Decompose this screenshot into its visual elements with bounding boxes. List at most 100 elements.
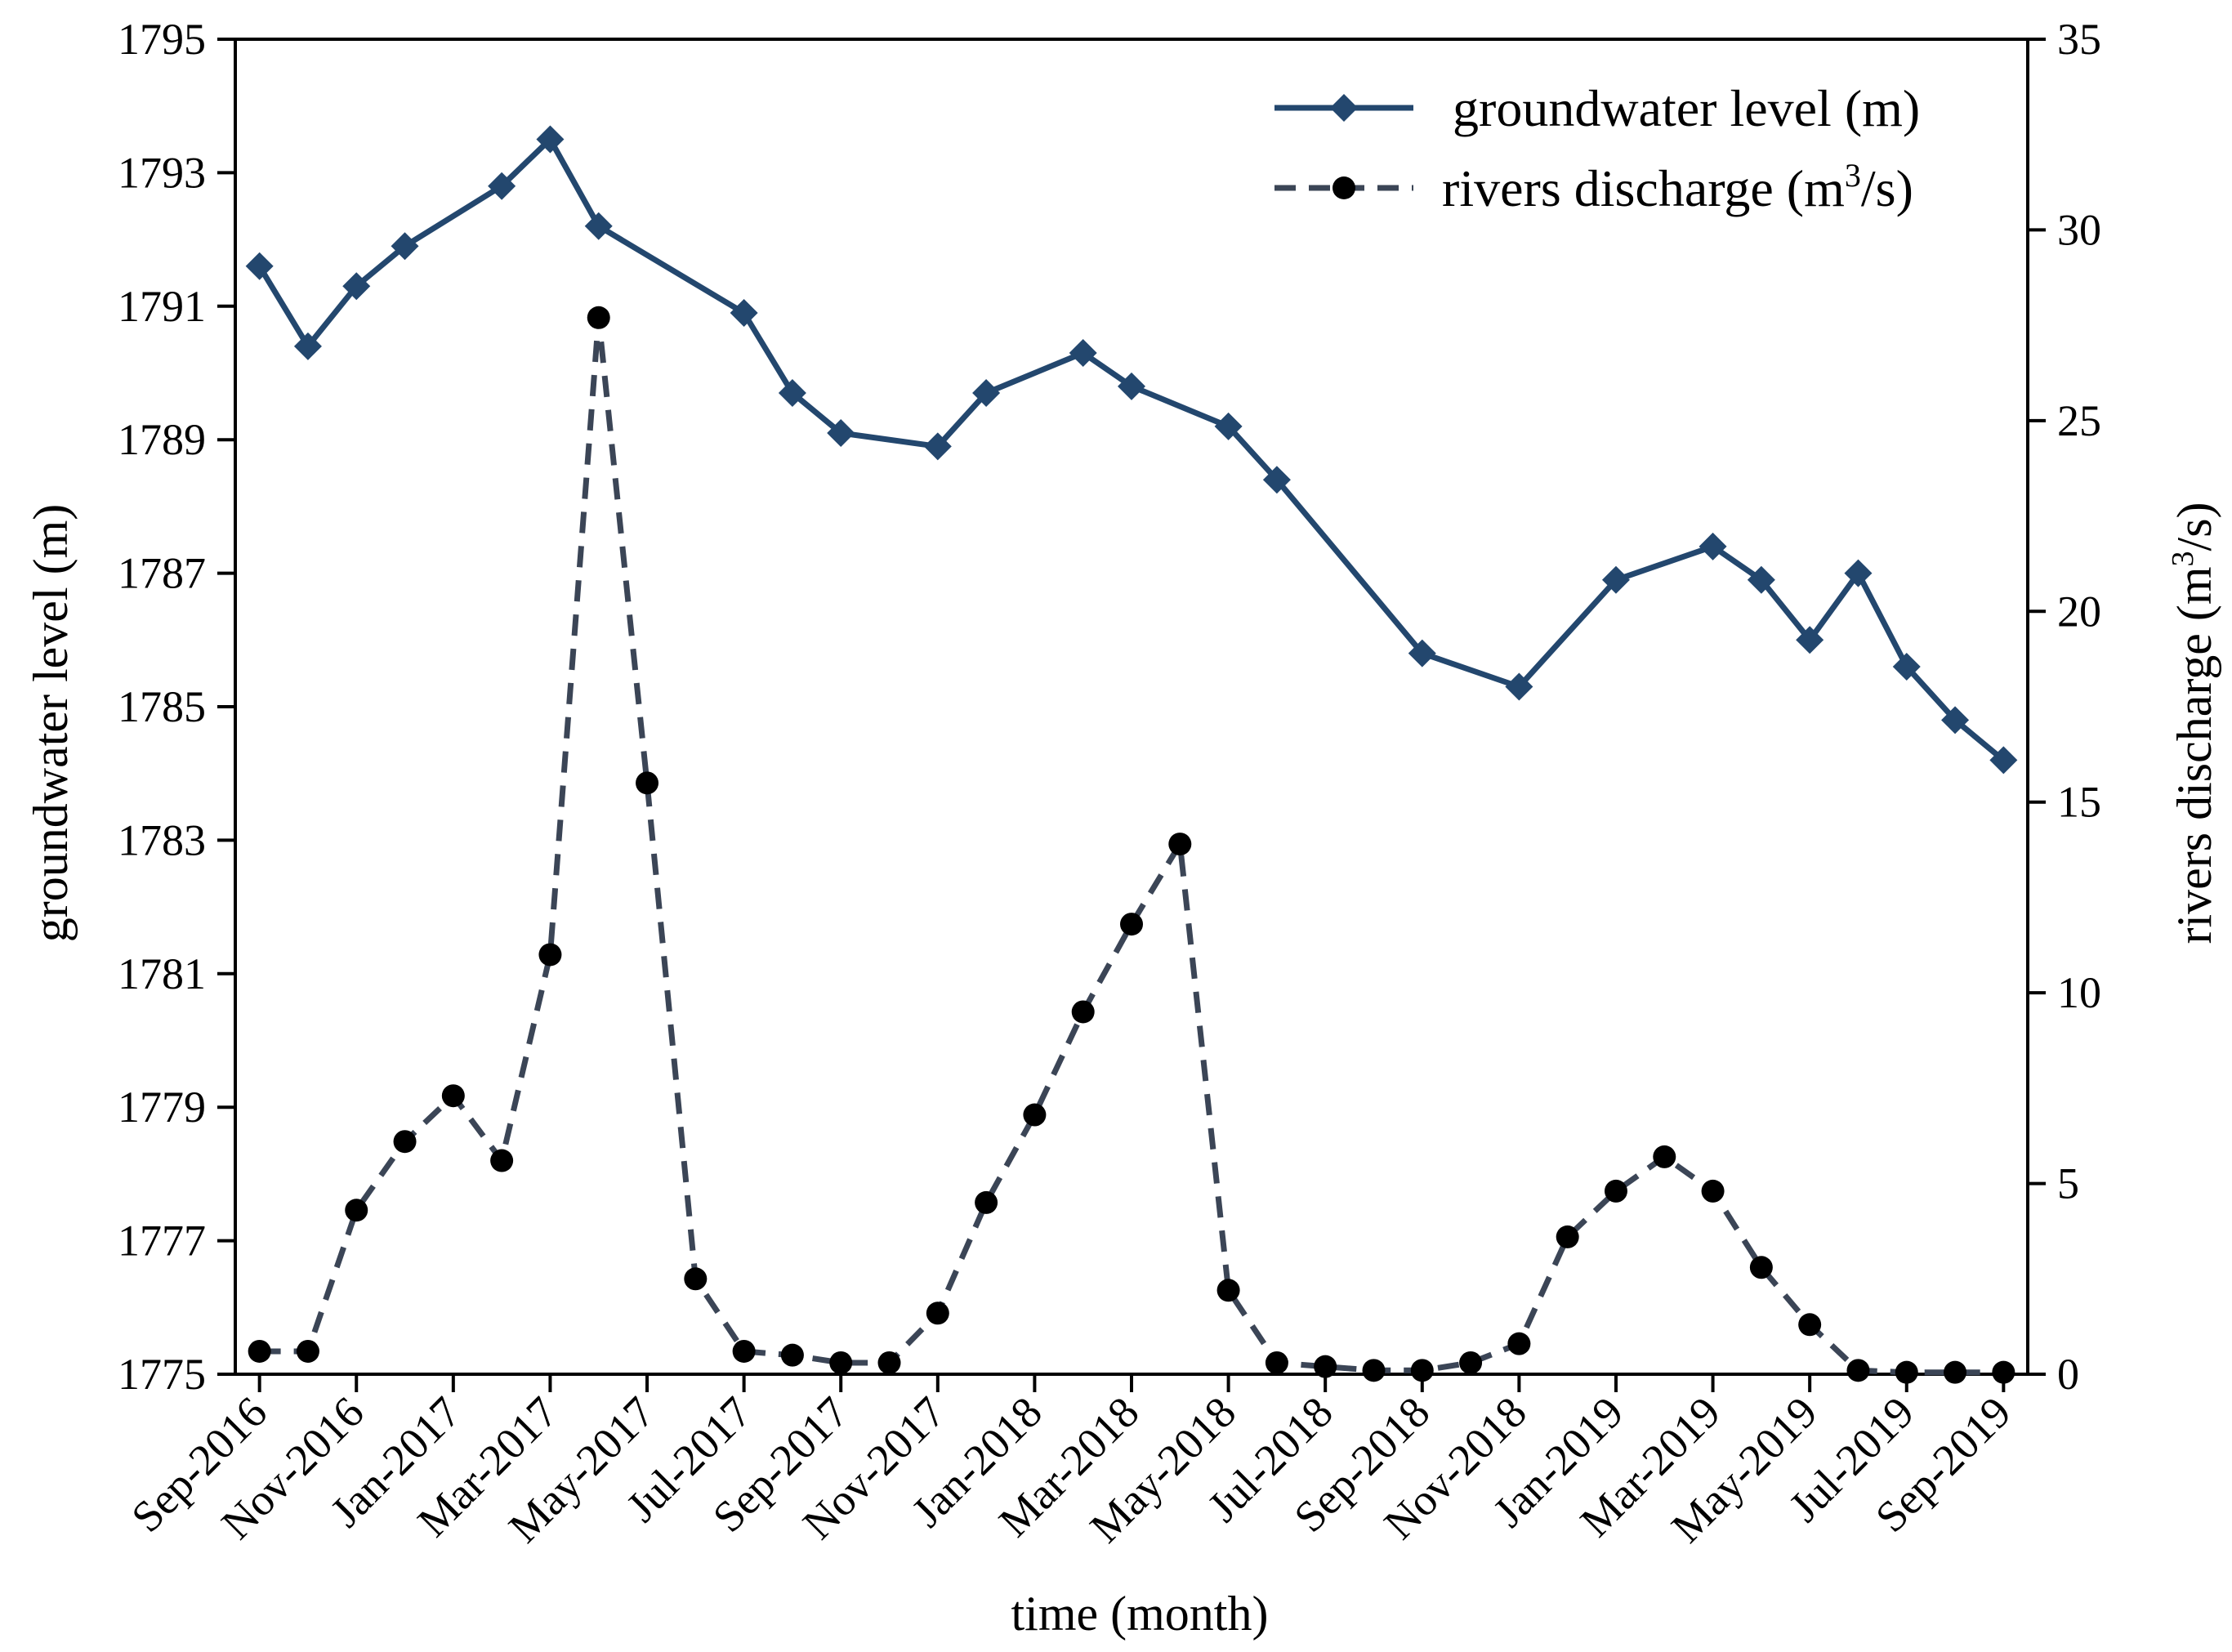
series-line-rivers-discharge [259, 315, 2004, 1376]
data-point-groundwater-level [1069, 338, 1097, 367]
data-point-groundwater-level [1892, 652, 1921, 681]
data-point-groundwater-level [1118, 372, 1145, 400]
left-y-tick-label: 1783 [118, 815, 206, 864]
plot-frame [234, 38, 2029, 1376]
left-y-tick-label: 1787 [118, 549, 206, 598]
data-point-rivers-discharge [1216, 1279, 1240, 1302]
data-point-rivers-discharge [1604, 1179, 1627, 1203]
data-point-groundwater-level [293, 332, 322, 360]
left-y-tick-label: 1779 [118, 1083, 206, 1132]
data-point-groundwater-level [1505, 672, 1533, 701]
data-point-rivers-discharge [1507, 1332, 1531, 1355]
data-point-rivers-discharge [1265, 1351, 1288, 1374]
data-point-rivers-discharge [1749, 1256, 1773, 1279]
data-point-groundwater-level [1601, 565, 1630, 594]
data-point-rivers-discharge [975, 1190, 998, 1214]
x-axis-title: time (month) [1011, 1587, 1269, 1641]
data-point-groundwater-level [488, 172, 516, 200]
data-point-rivers-discharge [1120, 913, 1143, 936]
data-point-rivers-discharge [877, 1351, 901, 1374]
data-point-rivers-discharge [926, 1302, 949, 1325]
data-point-groundwater-level [536, 125, 565, 154]
data-point-groundwater-level [972, 379, 1001, 408]
data-point-rivers-discharge [1895, 1360, 1918, 1384]
legend-label-rivers-discharge-sup: 3 [1845, 157, 1861, 194]
data-point-groundwater-level [1262, 466, 1291, 494]
right-y-tick-label: 35 [2057, 15, 2101, 64]
data-point-groundwater-level [1989, 746, 2018, 775]
data-point-rivers-discharge [1023, 1103, 1047, 1127]
legend-label-groundwater-level: groundwater level (m) [1453, 79, 1920, 137]
left-y-tick-label: 1795 [118, 15, 206, 64]
data-point-groundwater-level [1941, 706, 1970, 734]
data-point-rivers-discharge [684, 1267, 708, 1291]
left-y-tick-label: 1781 [118, 949, 206, 998]
data-point-groundwater-level [245, 252, 274, 280]
data-point-rivers-discharge [1071, 1000, 1095, 1024]
data-point-groundwater-level [730, 298, 758, 327]
data-point-groundwater-level [391, 232, 419, 261]
data-point-groundwater-level [1214, 412, 1243, 440]
right-y-tick-label: 25 [2057, 396, 2101, 445]
data-point-groundwater-level [778, 379, 806, 408]
data-point-groundwater-level [1699, 532, 1727, 560]
data-point-groundwater-level [1796, 626, 1824, 654]
data-point-rivers-discharge [1944, 1360, 1967, 1384]
legend-label-rivers-discharge-base: rivers discharge (m [1442, 159, 1845, 217]
data-point-rivers-discharge [1314, 1355, 1337, 1378]
right-y-axis-title-tail: /s) [2167, 502, 2221, 551]
data-point-rivers-discharge [1846, 1359, 1870, 1382]
data-point-rivers-discharge [1556, 1225, 1579, 1248]
series-line-groundwater-level [257, 136, 2006, 763]
data-point-groundwater-level [923, 432, 952, 461]
data-point-rivers-discharge [441, 1084, 465, 1108]
data-point-groundwater-level [1408, 639, 1436, 667]
left-y-tick-label: 1789 [118, 415, 206, 464]
right-y-tick-label: 15 [2057, 778, 2101, 827]
legend-label-rivers-discharge: rivers discharge (m3/s) [1442, 157, 1913, 217]
data-point-rivers-discharge [1701, 1179, 1725, 1203]
data-point-rivers-discharge [829, 1351, 853, 1374]
data-point-groundwater-level [1844, 559, 1873, 587]
right-y-axis-title: rivers discharge (m3/s) [2166, 502, 2221, 944]
data-point-rivers-discharge [780, 1343, 804, 1367]
data-point-rivers-discharge [1362, 1359, 1386, 1382]
right-y-tick-label: 20 [2057, 587, 2101, 636]
right-y-axis-title-sup: 3 [2166, 551, 2200, 566]
data-point-rivers-discharge [1410, 1359, 1434, 1382]
data-point-rivers-discharge [248, 1339, 271, 1363]
left-y-tick-label: 1791 [118, 282, 206, 331]
data-point-groundwater-level [827, 419, 855, 448]
right-y-tick-label: 10 [2057, 968, 2101, 1017]
data-point-rivers-discharge [587, 306, 610, 329]
data-point-groundwater-level [342, 272, 371, 301]
left-y-tick-label: 1777 [118, 1217, 206, 1266]
data-point-rivers-discharge [1168, 833, 1192, 856]
data-point-rivers-discharge [296, 1339, 319, 1363]
data-point-rivers-discharge [1653, 1145, 1676, 1168]
data-point-groundwater-level [1747, 565, 1775, 594]
data-point-rivers-discharge [393, 1130, 417, 1154]
data-point-rivers-discharge [1459, 1351, 1483, 1374]
right-y-tick-label: 0 [2057, 1350, 2079, 1399]
left-y-axis-title: groundwater level (m) [24, 504, 78, 942]
data-point-rivers-discharge [636, 771, 659, 795]
data-point-rivers-discharge [1992, 1360, 2015, 1384]
left-y-tick-label: 1785 [118, 682, 206, 731]
left-y-tick-label: 1775 [118, 1350, 206, 1399]
data-point-groundwater-level [584, 212, 613, 240]
right-y-tick-label: 5 [2057, 1159, 2079, 1208]
legend-label-rivers-discharge-tail: /s) [1861, 159, 1913, 217]
data-point-rivers-discharge [1798, 1313, 1822, 1337]
data-point-rivers-discharge [345, 1199, 368, 1222]
right-y-axis-title-base: rivers discharge (m [2167, 566, 2221, 944]
legend-marker-rivers-discharge [1333, 176, 1355, 199]
data-point-rivers-discharge [538, 943, 562, 967]
right-y-tick-label: 30 [2057, 205, 2101, 254]
data-point-rivers-discharge [490, 1149, 514, 1172]
legend-marker-groundwater-level [1330, 94, 1358, 122]
left-y-tick-label: 1793 [118, 148, 206, 197]
data-point-rivers-discharge [732, 1339, 756, 1363]
